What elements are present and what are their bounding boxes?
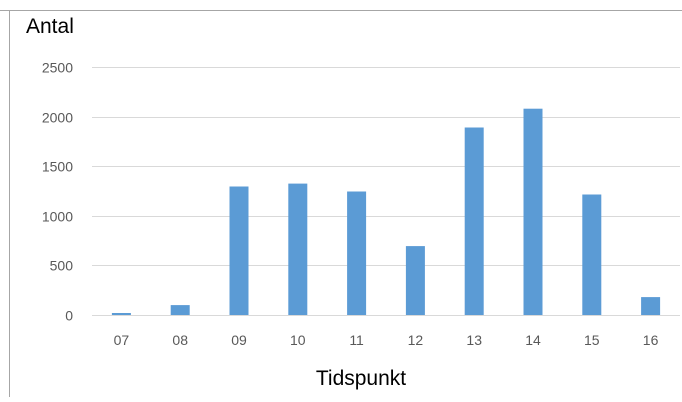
bar-14 — [523, 108, 543, 315]
y-tick-label: 500 — [50, 258, 74, 274]
x-tick-label: 12 — [408, 332, 424, 348]
bar-13 — [464, 127, 484, 315]
bar-10 — [288, 183, 308, 315]
y-axis-title: Antal — [26, 15, 74, 38]
x-tick-label: 15 — [584, 332, 600, 348]
x-tick-label: 09 — [231, 332, 247, 348]
y-tick-label: 1500 — [42, 159, 73, 175]
bar-09 — [229, 186, 249, 315]
x-tick-label: 10 — [290, 332, 306, 348]
x-tick-label: 08 — [172, 332, 188, 348]
x-tick-label: 13 — [466, 332, 482, 348]
bar-16 — [641, 297, 661, 315]
y-tick-label: 2500 — [42, 60, 73, 76]
y-tick-label: 0 — [65, 308, 73, 324]
x-tick-label: 07 — [114, 332, 130, 348]
bar-15 — [582, 194, 602, 315]
x-tick-label: 11 — [349, 332, 364, 348]
bar-12 — [405, 246, 425, 315]
bar-07 — [111, 313, 131, 315]
bar-11 — [347, 191, 367, 315]
bar-08 — [170, 305, 190, 315]
y-tick-label: 1000 — [42, 209, 73, 225]
x-tick-label: 16 — [643, 332, 659, 348]
x-tick-label: 14 — [525, 332, 541, 348]
x-axis-title: Tidspunkt — [316, 367, 406, 390]
y-tick-label: 2000 — [42, 110, 73, 126]
